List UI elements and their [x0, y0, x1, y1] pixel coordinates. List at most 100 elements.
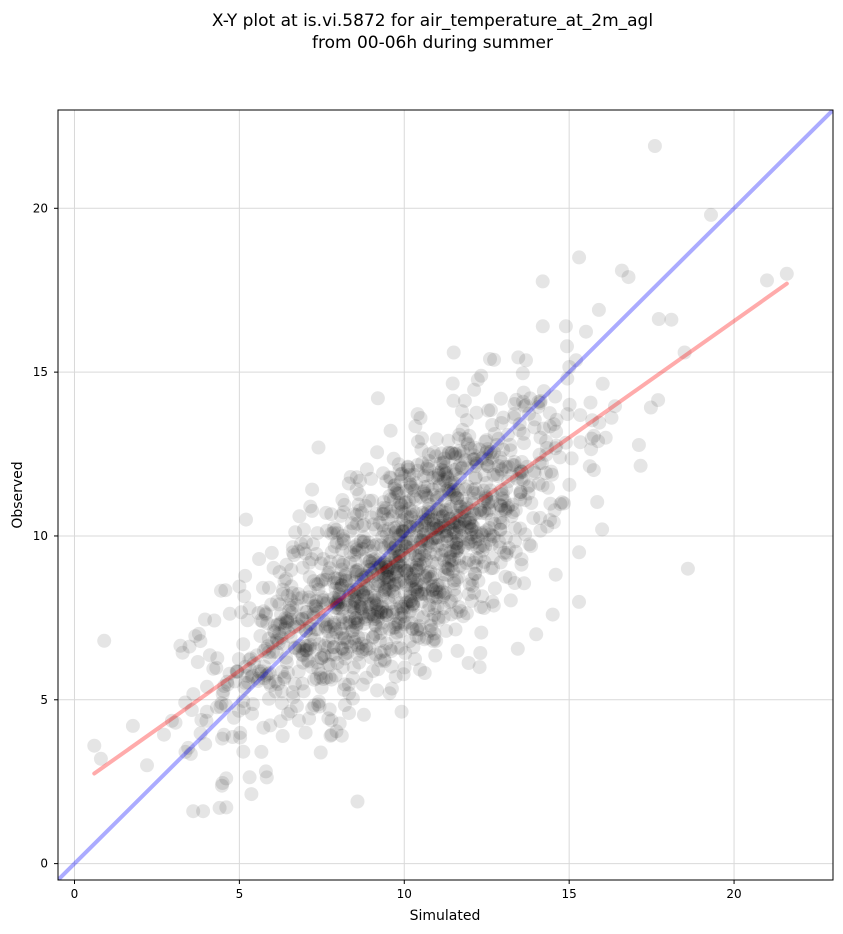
scatter-point	[516, 385, 531, 400]
scatter-point	[418, 486, 433, 501]
scatter-point	[464, 522, 479, 537]
scatter-point	[505, 497, 520, 512]
scatter-point	[400, 560, 415, 575]
scatter-point	[491, 431, 506, 446]
scatter-point	[490, 467, 505, 482]
scatter-point	[451, 533, 466, 548]
scatter-point	[518, 527, 533, 542]
scatter-point	[479, 491, 494, 506]
scatter-point	[330, 597, 345, 612]
scatter-point	[422, 623, 437, 638]
scatter-point	[383, 504, 398, 519]
scatter-point	[376, 566, 391, 581]
scatter-point	[414, 547, 429, 562]
scatter-point	[356, 588, 371, 603]
scatter-point	[274, 684, 289, 699]
scatter-point	[302, 570, 317, 584]
scatter-point	[408, 582, 423, 596]
scatter-point	[279, 655, 294, 670]
scatter-point	[365, 553, 380, 567]
scatter-point	[390, 483, 405, 498]
scatter-point	[462, 428, 477, 443]
scatter-point	[279, 650, 294, 665]
scatter-point	[465, 578, 480, 593]
scatter-point	[354, 592, 369, 607]
scatter-point	[531, 394, 546, 409]
scatter-point	[425, 554, 440, 569]
scatter-point	[262, 666, 277, 680]
scatter-point	[400, 510, 415, 525]
scatter-point	[395, 601, 410, 616]
scatter-point	[340, 645, 355, 660]
scatter-point	[486, 467, 501, 482]
scatter-point	[352, 503, 367, 518]
scatter-point	[367, 609, 382, 624]
scatter-point	[533, 395, 548, 410]
scatter-point	[398, 587, 412, 602]
scatter-point	[507, 455, 522, 469]
scatter-point	[464, 537, 479, 552]
scatter-point	[242, 770, 257, 785]
scatter-point	[459, 497, 474, 511]
scatter-point	[424, 535, 439, 550]
scatter-point	[271, 677, 286, 691]
scatter-point	[760, 273, 774, 288]
scatter-point	[396, 605, 411, 620]
scatter-point	[272, 626, 287, 641]
scatter-point	[494, 463, 509, 478]
scatter-point	[423, 618, 438, 633]
scatter-point	[401, 593, 416, 608]
scatter-point	[296, 641, 311, 656]
scatter-point	[262, 675, 277, 690]
scatter-point	[391, 457, 406, 472]
scatter-point	[508, 544, 523, 559]
scatter-point	[469, 455, 484, 470]
scatter-point	[405, 481, 420, 495]
scatter-point	[240, 668, 255, 683]
scatter-point	[457, 393, 472, 408]
scatter-point	[446, 535, 461, 549]
scatter-point	[242, 601, 257, 616]
scatter-point	[433, 456, 448, 471]
scatter-point	[366, 539, 381, 553]
scatter-point	[608, 399, 622, 414]
scatter-point	[453, 471, 468, 486]
scatter-point	[407, 467, 421, 482]
scatter-point	[351, 543, 366, 558]
scatter-point	[405, 543, 420, 558]
scatter-point	[294, 611, 309, 626]
scatter-point	[376, 500, 391, 515]
scatter-point	[496, 410, 511, 425]
scatter-point	[328, 595, 343, 610]
scatter-point	[436, 473, 451, 487]
scatter-point	[520, 459, 535, 474]
scatter-point	[329, 724, 344, 739]
scatter-point	[390, 640, 405, 655]
y-axis-label: Observed	[10, 461, 26, 528]
scatter-point	[417, 632, 432, 647]
scatter-point	[342, 588, 357, 603]
scatter-point	[464, 522, 479, 537]
scatter-point	[500, 500, 515, 515]
scatter-point	[448, 467, 463, 482]
scatter-point	[452, 508, 467, 523]
scatter-point	[266, 624, 281, 638]
scatter-point	[470, 372, 485, 387]
scatter-point	[291, 544, 305, 559]
scatter-point	[346, 631, 361, 646]
scatter-point	[348, 594, 363, 609]
scatter-point	[352, 487, 367, 502]
scatter-point	[451, 483, 466, 498]
scatter-point	[280, 706, 295, 721]
scatter-point	[442, 446, 456, 461]
scatter-point	[445, 475, 460, 490]
scatter-point	[423, 512, 438, 527]
scatter-point	[274, 630, 289, 645]
scatter-point	[337, 632, 352, 646]
scatter-point	[410, 552, 425, 567]
scatter-point	[279, 571, 294, 586]
scatter-point	[316, 552, 331, 566]
scatter-point	[591, 302, 606, 317]
scatter-point	[256, 604, 271, 619]
scatter-point	[498, 502, 513, 517]
